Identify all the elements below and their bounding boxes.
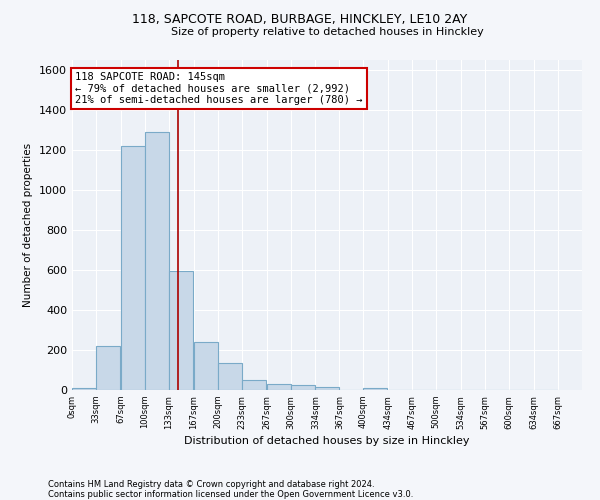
Bar <box>242 380 266 390</box>
Bar <box>316 387 340 390</box>
Title: Size of property relative to detached houses in Hinckley: Size of property relative to detached ho… <box>170 27 484 37</box>
Bar <box>96 346 120 390</box>
Bar <box>194 342 218 390</box>
Bar <box>121 146 145 390</box>
Bar <box>364 388 388 390</box>
Text: Contains public sector information licensed under the Open Government Licence v3: Contains public sector information licen… <box>48 490 413 499</box>
Bar <box>290 385 314 390</box>
Text: 118, SAPCOTE ROAD, BURBAGE, HINCKLEY, LE10 2AY: 118, SAPCOTE ROAD, BURBAGE, HINCKLEY, LE… <box>133 12 467 26</box>
Bar <box>72 388 96 390</box>
Text: 118 SAPCOTE ROAD: 145sqm
← 79% of detached houses are smaller (2,992)
21% of sem: 118 SAPCOTE ROAD: 145sqm ← 79% of detach… <box>75 72 362 105</box>
Text: Contains HM Land Registry data © Crown copyright and database right 2024.: Contains HM Land Registry data © Crown c… <box>48 480 374 489</box>
Bar <box>169 271 193 390</box>
Bar <box>266 384 290 390</box>
Y-axis label: Number of detached properties: Number of detached properties <box>23 143 34 307</box>
Bar <box>218 363 242 390</box>
Bar <box>145 132 169 390</box>
X-axis label: Distribution of detached houses by size in Hinckley: Distribution of detached houses by size … <box>184 436 470 446</box>
